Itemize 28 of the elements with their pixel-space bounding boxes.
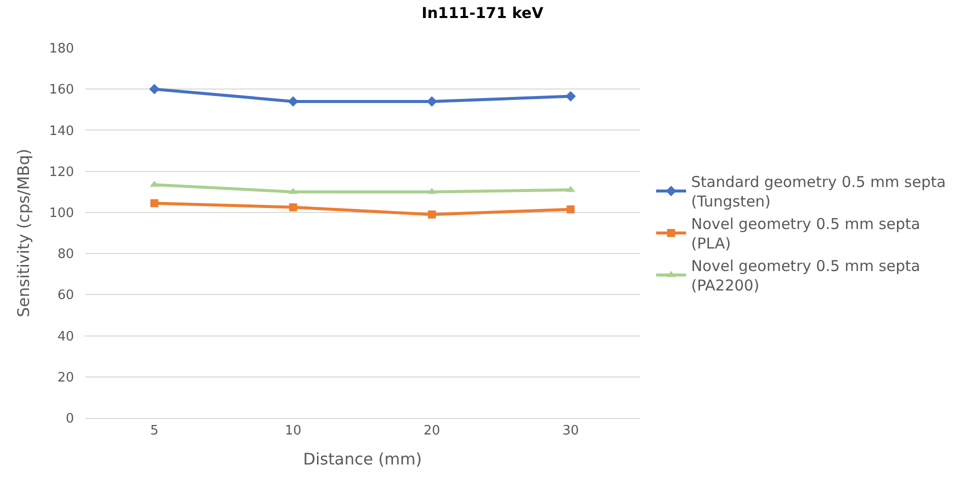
y-tick-label: 60 <box>57 288 74 304</box>
point <box>289 203 298 212</box>
x-tick-label: 20 <box>424 424 440 439</box>
y-axis-title: Sensitivity (cps/MBq) <box>14 148 34 318</box>
x-axis-title: Distance (mm) <box>303 449 422 468</box>
point <box>288 96 298 107</box>
y-tick-label: 180 <box>49 42 74 57</box>
legend-label: Standard geometry 0.5 mm septa (Tungsten) <box>691 173 946 211</box>
y-tick-label: 0 <box>66 412 74 427</box>
y-tick-label: 140 <box>49 124 74 139</box>
x-tick-label: 5 <box>150 424 159 439</box>
point <box>566 205 575 214</box>
point <box>150 199 158 208</box>
legend-label: Novel geometry 0.5 mm septa (PA2200) <box>691 257 920 295</box>
y-tick-label: 20 <box>57 370 74 386</box>
chart-title: In111-171 keV <box>422 4 544 22</box>
y-tick-label: 80 <box>57 247 74 262</box>
x-tick-label: 10 <box>284 424 302 439</box>
legend-label: Novel geometry 0.5 mm septa (PLA) <box>691 215 920 253</box>
y-tick-label: 160 <box>49 82 74 98</box>
y-tick-label: 120 <box>49 164 74 180</box>
point <box>426 96 438 107</box>
point <box>149 84 160 94</box>
y-tick-label: 100 <box>49 206 74 221</box>
x-tick-label: 30 <box>562 424 579 439</box>
y-tick-label: 40 <box>57 329 74 344</box>
point <box>565 91 576 102</box>
point <box>428 210 436 218</box>
